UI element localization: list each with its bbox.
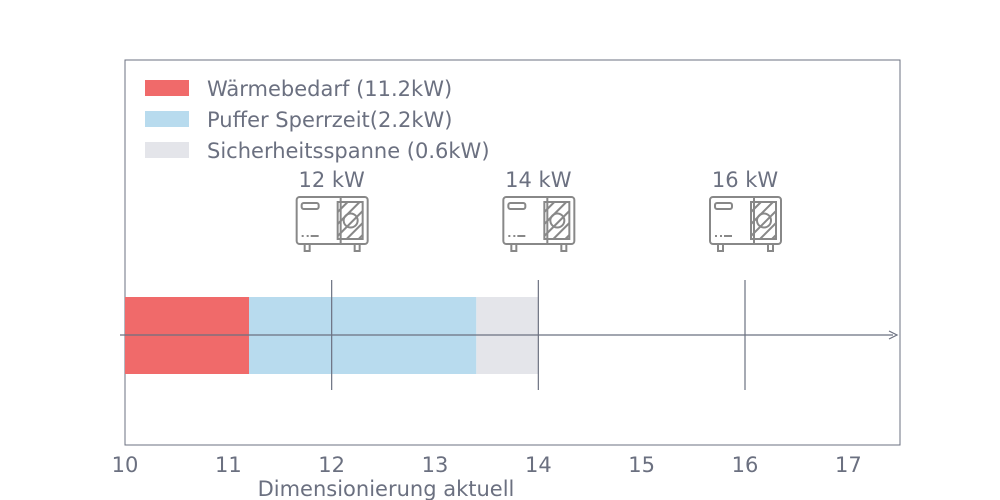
- marker-label: 14 kW: [505, 168, 572, 192]
- x-tick-label: 15: [628, 453, 655, 477]
- arrow-head-icon: [888, 330, 899, 340]
- legend-swatch: [145, 142, 189, 158]
- legend-label: Puffer Sperrzeit(2.2kW): [207, 108, 453, 132]
- legend-label: Sicherheitsspanne (0.6kW): [207, 139, 490, 163]
- x-tick-label: 13: [422, 453, 449, 477]
- x-tick-label: 10: [112, 453, 139, 477]
- x-tick-label: 12: [318, 453, 345, 477]
- heat-pump-icon: [295, 196, 369, 252]
- marker-label: 16 kW: [712, 168, 779, 192]
- x-axis-label: Dimensionierung aktuell: [258, 477, 515, 500]
- x-tick-label: 17: [835, 453, 862, 477]
- x-tick-label: 16: [732, 453, 759, 477]
- heat-pump-icon: [502, 196, 576, 252]
- legend-swatch: [145, 111, 189, 127]
- marker-label: 12 kW: [299, 168, 366, 192]
- x-tick-label: 14: [525, 453, 552, 477]
- plot-frame: [124, 59, 901, 446]
- x-tick-label: 11: [215, 453, 242, 477]
- legend-label: Wärmebedarf (11.2kW): [207, 77, 452, 101]
- heat-pump-icon: [709, 196, 782, 252]
- legend-swatch: [145, 80, 189, 96]
